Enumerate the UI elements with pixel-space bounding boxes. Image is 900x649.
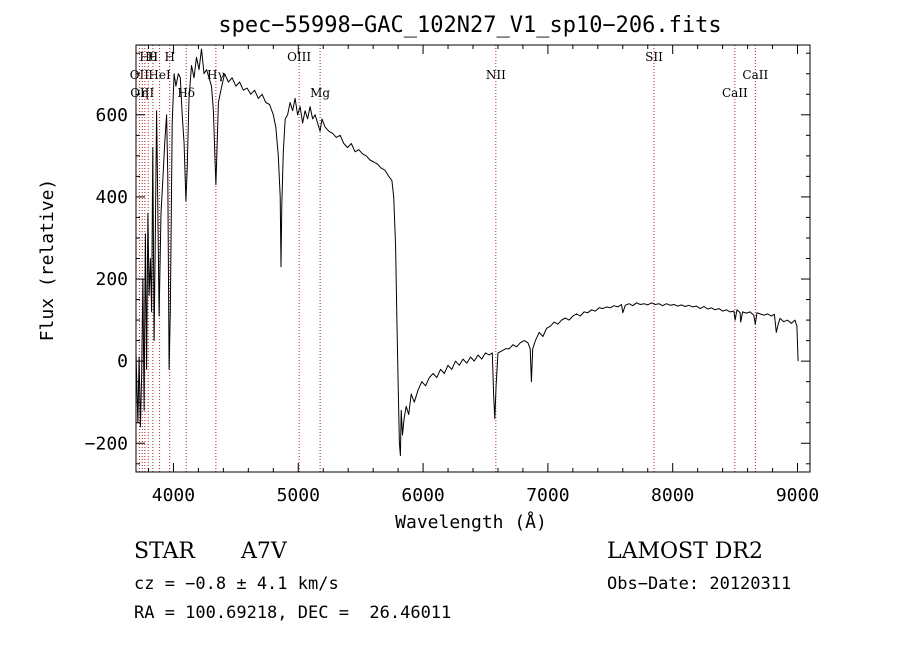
object-class: STAR (134, 539, 195, 564)
line-label-mg-10: Mg (310, 86, 330, 100)
x-axis-label: Wavelength (Å) (395, 511, 547, 533)
y-tick-label: 600 (95, 105, 128, 126)
survey-name: LAMOST DR2 (607, 539, 763, 564)
observation-date: Obs−Date: 20120311 (607, 574, 792, 594)
y-tick-label: −200 (85, 433, 128, 454)
line-label-h-8: Hγ (207, 68, 225, 82)
line-label-oii-0: OII (130, 68, 150, 82)
spectrum-series (135, 48, 799, 457)
y-tick-label: 400 (95, 187, 128, 208)
line-label-h-6: H (164, 50, 174, 64)
x-tick-label: 9000 (776, 485, 819, 506)
line-label-caii-13: CaII (722, 86, 748, 100)
coordinates-readout: RA = 100.69218, DEC = 26.46011 (134, 603, 452, 623)
line-label-hei-5: HeI (148, 68, 171, 82)
x-axis-ticks: 4000 5000 6000 7000 8000 9000 (147, 45, 819, 506)
redshift-readout: cz = −0.8 ± 4.1 km/s (134, 574, 339, 594)
x-tick-label: 6000 (401, 485, 444, 506)
line-label--2: η (141, 86, 148, 100)
line-label-sii-12: SII (645, 50, 663, 64)
line-label-h-4: H (148, 50, 158, 64)
x-tick-label: 5000 (277, 485, 320, 506)
line-label-h-7: Hδ (177, 86, 195, 100)
x-tick-label: 4000 (152, 485, 195, 506)
line-label-oiii-9: OIII (287, 50, 311, 64)
x-tick-label: 8000 (651, 485, 694, 506)
y-tick-label: 200 (95, 269, 128, 290)
y-tick-label: 0 (117, 351, 128, 372)
plot-frame (135, 44, 811, 473)
object-subclass: A7V (241, 539, 287, 564)
x-tick-label: 7000 (526, 485, 569, 506)
y-axis-label: Flux (relative) (37, 179, 58, 342)
line-label-nii-11: NII (486, 68, 506, 82)
chart-title: spec−55998−GAC_102N27_V1_sp10−206.fits (218, 13, 721, 38)
spectrum-line-0 (135, 48, 799, 457)
y-axis-ticks: −200 0 200 400 600 (85, 52, 810, 465)
line-label-caii-14: CaII (742, 68, 768, 82)
